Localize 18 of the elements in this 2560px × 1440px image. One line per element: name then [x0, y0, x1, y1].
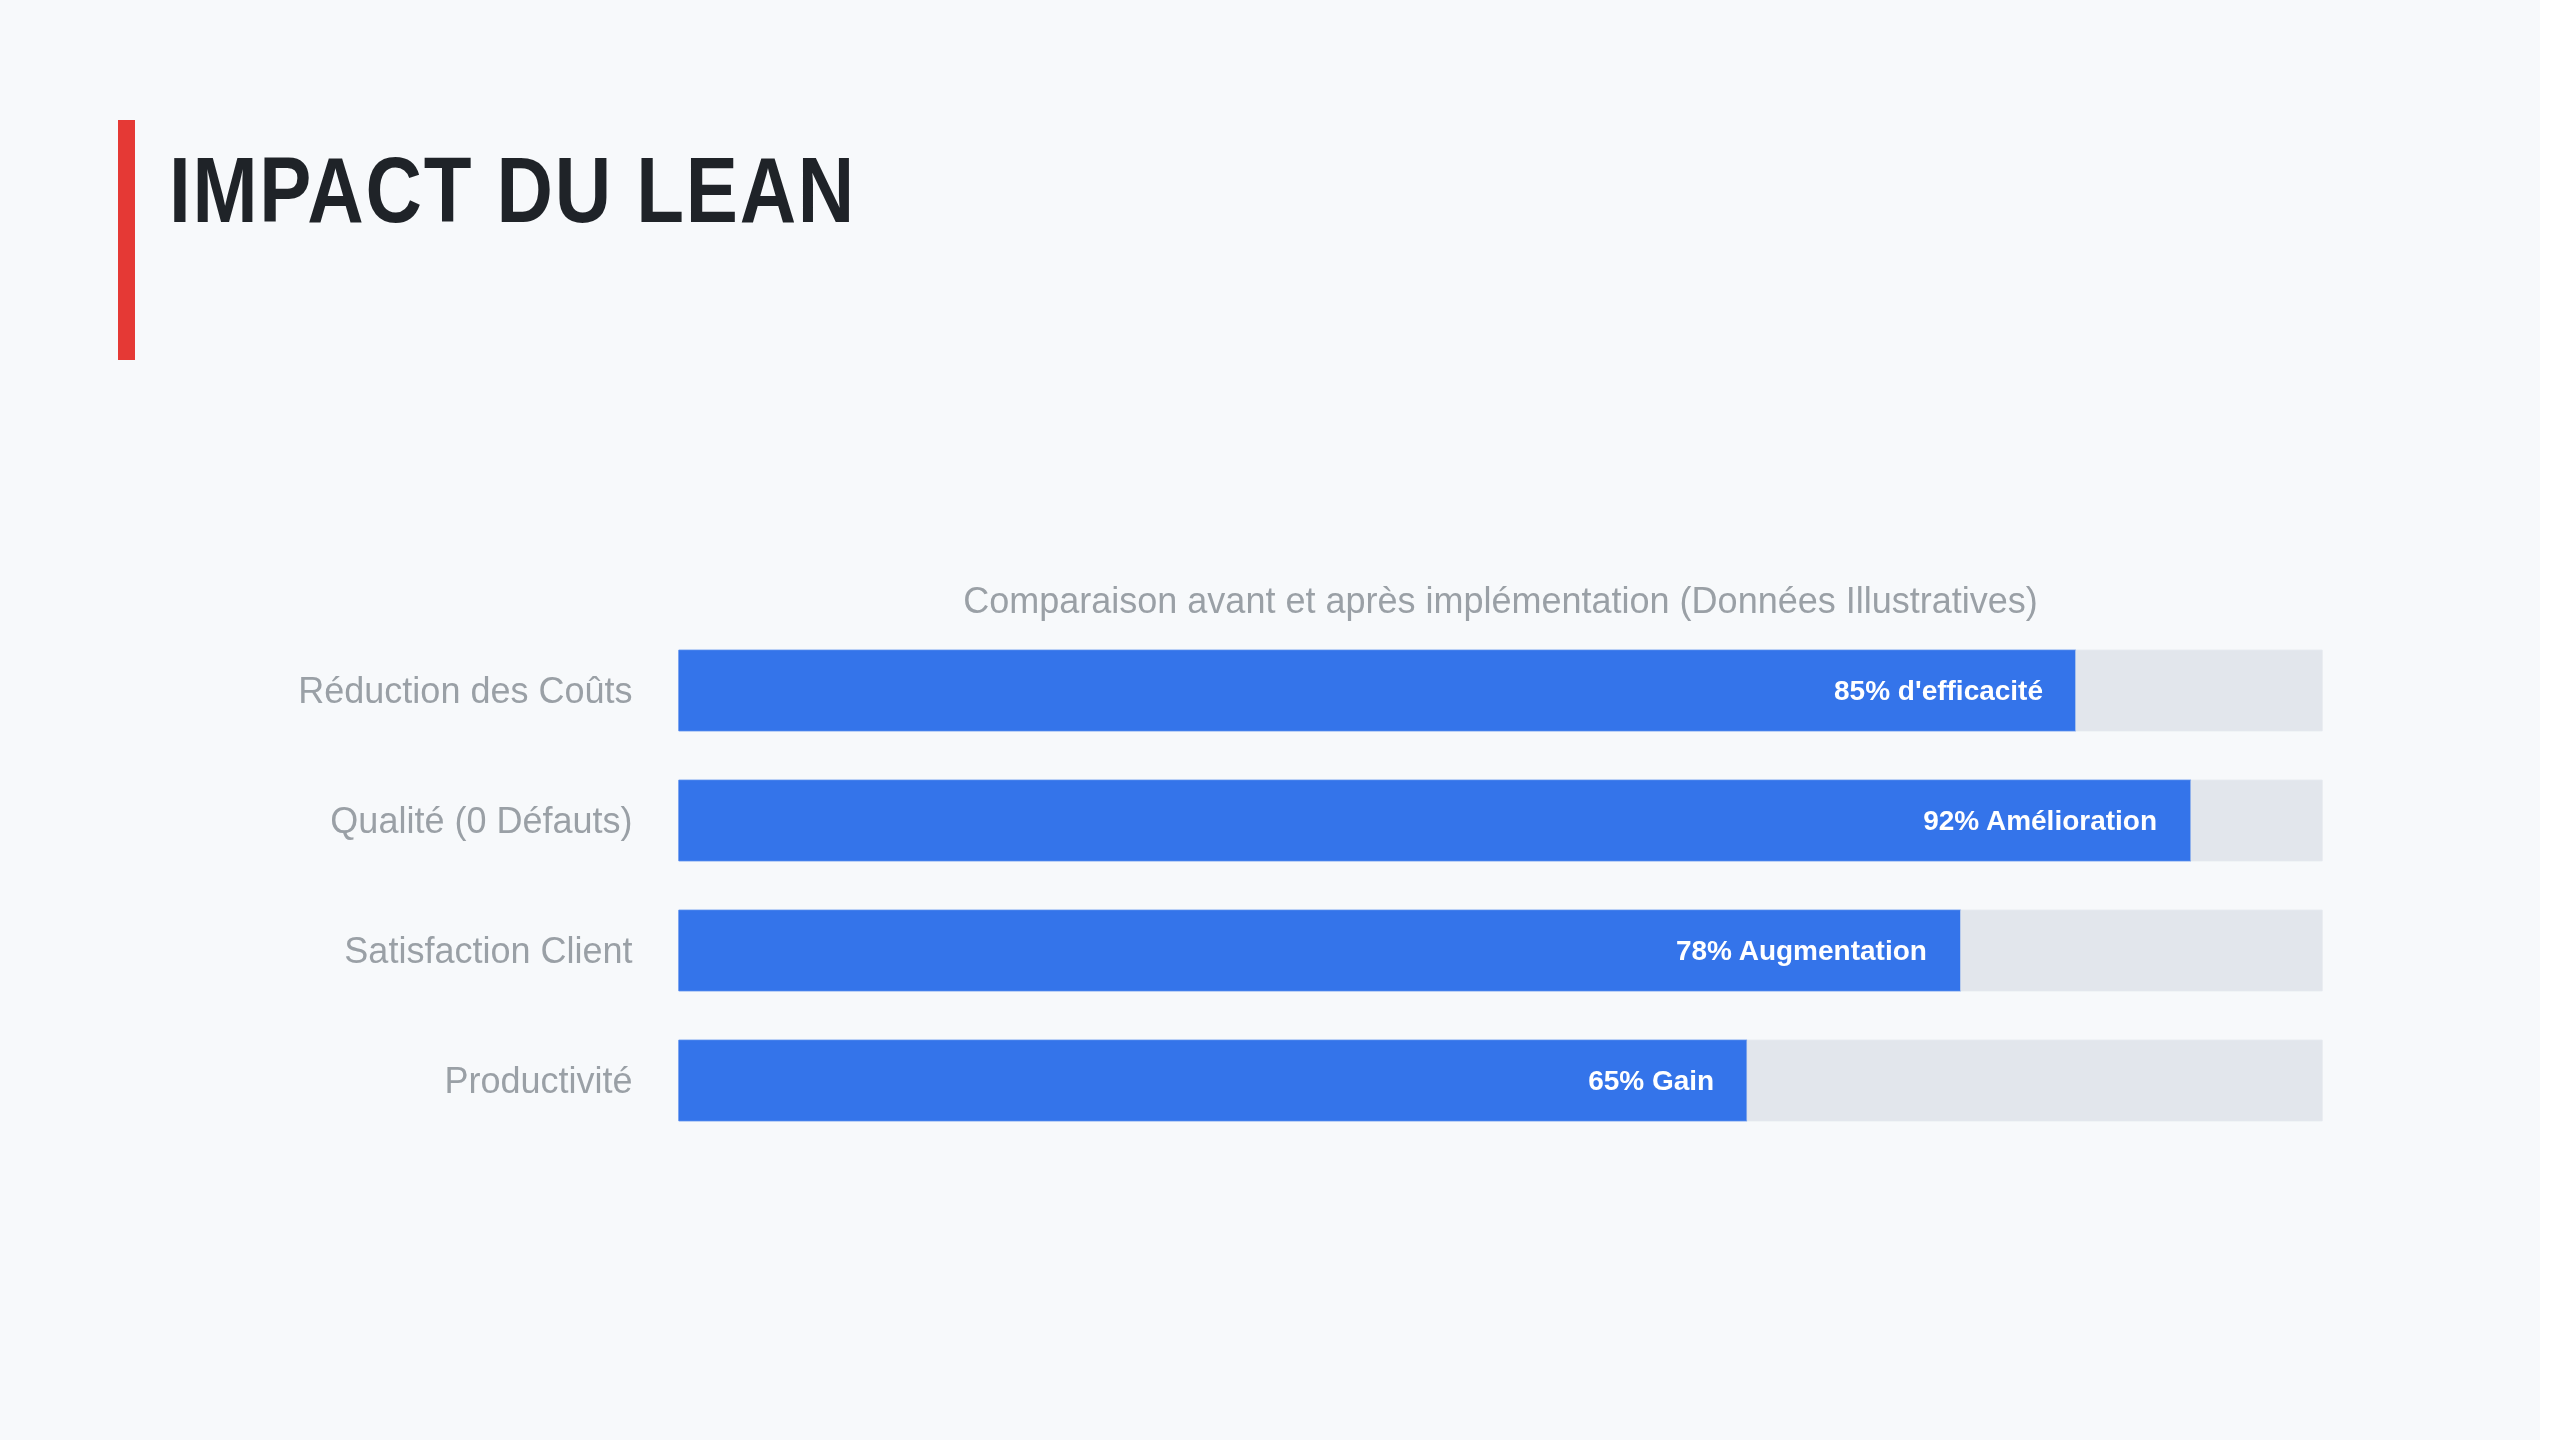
- bar: [1960, 909, 2323, 992]
- bar: [1746, 1039, 2323, 1122]
- y-tick-label: Productivité: [444, 1060, 633, 1101]
- y-tick-label: Satisfaction Client: [344, 930, 633, 971]
- data-label: 85% d'efficacité: [1834, 675, 2044, 706]
- bar: [678, 1039, 1748, 1122]
- bar: [678, 909, 1962, 992]
- bar: [2075, 649, 2323, 732]
- y-tick-label: Réduction des Coûts: [298, 670, 633, 711]
- bar: [2190, 779, 2323, 862]
- y-tick-label: Qualité (0 Défauts): [330, 800, 633, 841]
- data-label: 65% Gain: [1588, 1065, 1715, 1096]
- chart-title: IMPACT DU LEAN: [169, 138, 857, 243]
- chart-subtitle: Comparaison avant et après implémentation (Données Illustratives): [963, 579, 2038, 621]
- data-label: 92% Amélioration: [1923, 805, 2158, 836]
- bar: [678, 779, 2192, 862]
- bar: [678, 649, 2077, 732]
- data-label: 78% Augmentation: [1675, 935, 1927, 966]
